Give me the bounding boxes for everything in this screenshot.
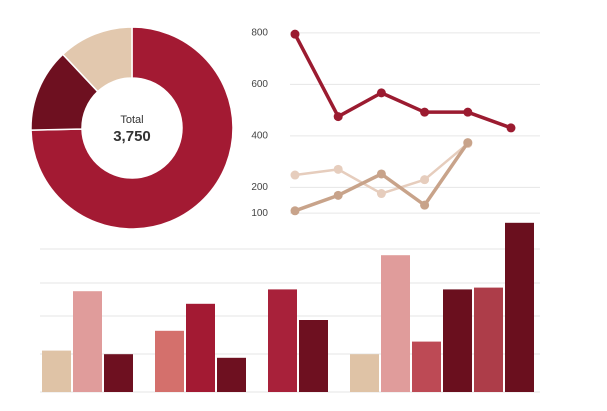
bar bbox=[268, 289, 297, 392]
donut-total: 3,750 bbox=[113, 128, 151, 145]
line-point bbox=[290, 206, 300, 216]
bar bbox=[42, 350, 71, 392]
y-tick-label: 800 bbox=[251, 28, 268, 39]
bar bbox=[73, 291, 102, 392]
bar bbox=[104, 354, 133, 392]
line-point bbox=[376, 169, 386, 179]
y-tick-label: 200 bbox=[251, 182, 268, 193]
line-point bbox=[463, 138, 473, 148]
line-series bbox=[294, 142, 469, 195]
bar bbox=[299, 320, 328, 392]
y-tick-label: 100 bbox=[251, 208, 268, 219]
line-point bbox=[290, 29, 300, 39]
line-point bbox=[333, 112, 343, 122]
line-point bbox=[420, 107, 430, 117]
line-point bbox=[290, 170, 300, 180]
y-tick-label: 400 bbox=[251, 131, 268, 142]
line-point bbox=[506, 123, 516, 133]
line-point bbox=[420, 175, 430, 185]
bar bbox=[474, 287, 503, 392]
bar bbox=[505, 222, 534, 392]
line-point bbox=[420, 200, 430, 210]
line-point bbox=[376, 189, 386, 199]
donut-segment bbox=[61, 26, 133, 93]
line-point bbox=[463, 107, 473, 117]
bar bbox=[381, 255, 410, 392]
donut-center-label: Total bbox=[120, 114, 143, 126]
line-point bbox=[376, 88, 386, 98]
y-tick-label: 600 bbox=[251, 79, 268, 90]
bar bbox=[217, 357, 246, 392]
line-series bbox=[293, 33, 512, 130]
bar bbox=[186, 303, 215, 392]
line-point bbox=[333, 164, 343, 174]
bar bbox=[155, 330, 184, 392]
line-point bbox=[333, 190, 343, 200]
bar bbox=[412, 341, 441, 392]
bar bbox=[350, 354, 379, 392]
bar bbox=[443, 289, 472, 392]
donut-segment bbox=[30, 26, 234, 230]
